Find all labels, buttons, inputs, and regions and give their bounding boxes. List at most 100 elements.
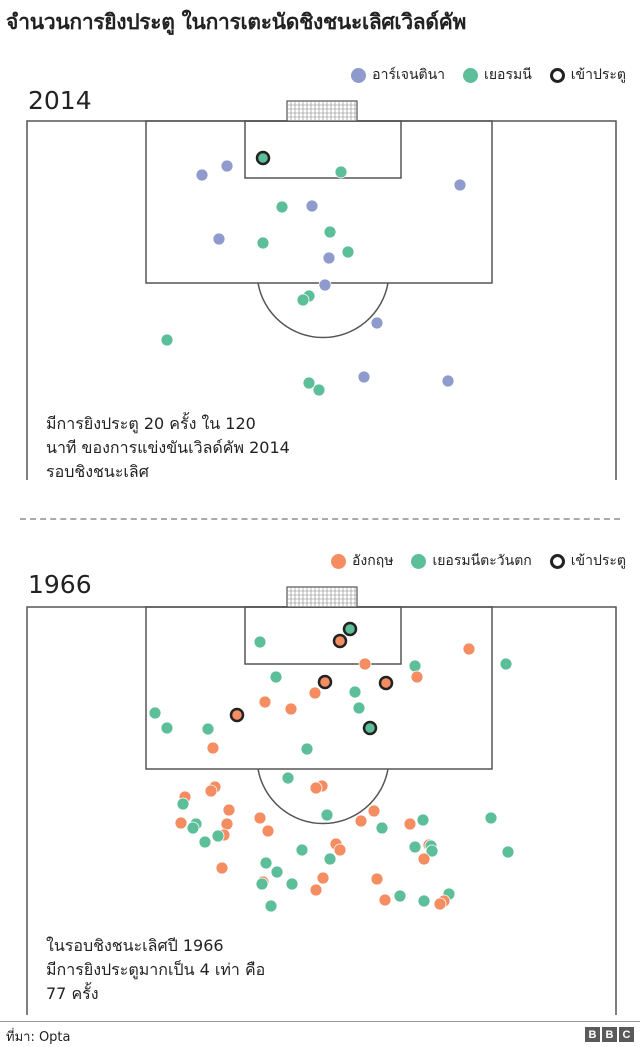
shot-point: [323, 852, 337, 866]
shot-point: [259, 856, 273, 870]
shot-point: [275, 200, 289, 214]
legend-label: เข้าประตู: [570, 67, 626, 83]
pitch-1966: [26, 586, 617, 1015]
shot-point: [206, 741, 220, 755]
goal-net: [286, 100, 358, 122]
shot-point: [334, 165, 348, 179]
goal-shot-point: [255, 150, 271, 166]
shot-point: [198, 835, 212, 849]
shot-point: [186, 821, 200, 835]
legend-label: อาร์เจนตินา: [372, 67, 446, 83]
penalty-arc: [257, 282, 389, 339]
shot-point: [285, 877, 299, 891]
shot-point: [253, 811, 267, 825]
goal-shot-point: [317, 674, 333, 690]
shot-point: [408, 659, 422, 673]
bbc-logo: B B C: [585, 1027, 634, 1042]
goal-shot-point: [342, 621, 358, 637]
shot-point: [433, 897, 447, 911]
legend-label: เยอรมนีตะวันตก: [432, 553, 532, 569]
shot-point: [256, 236, 270, 250]
legend-swatch: [549, 553, 565, 569]
shot-point: [358, 657, 372, 671]
shot-point: [270, 865, 284, 879]
penalty-box: [145, 606, 493, 770]
shot-point: [176, 797, 190, 811]
shot-point: [341, 245, 355, 259]
shot-point: [416, 813, 430, 827]
shot-point: [323, 225, 337, 239]
summary-note: มีการยิงประตู 20 ครั้ง ใน 120 นาที ของกา…: [46, 412, 290, 484]
legend-label: เยอรมนี: [484, 67, 532, 83]
chart-title: จำนวนการยิงประตู ในการเตะนัดชิงชนะเลิศเว…: [6, 10, 467, 34]
shot-point: [352, 701, 366, 715]
year-label: 2014: [28, 86, 92, 115]
shot-point: [222, 803, 236, 817]
pitch-2014: [26, 100, 617, 480]
shot-point: [403, 817, 417, 831]
legend-label: อังกฤษ: [352, 553, 394, 569]
shot-point: [316, 871, 330, 885]
six-yard-box: [244, 606, 402, 665]
goal-shot-point: [332, 633, 348, 649]
shot-point: [269, 670, 283, 684]
shot-point: [302, 376, 316, 390]
shot-point: [300, 742, 314, 756]
shot-point: [453, 178, 467, 192]
summary-note: ในรอบชิงชนะเลิศปี 1966 มีการยิงประตูมากเ…: [46, 934, 265, 1006]
shot-point: [348, 685, 362, 699]
shot-point: [367, 804, 381, 818]
note-line: รอบชิงชนะเลิศ: [46, 462, 149, 481]
shot-point: [318, 278, 332, 292]
legend-swatch: [411, 553, 427, 569]
shot-point: [148, 706, 162, 720]
note-line: นาที ของการแข่งขันเวิลด์คัพ 2014: [46, 438, 290, 457]
shot-point: [462, 642, 476, 656]
shot-point: [425, 844, 439, 858]
note-line: มีการยิงประตูมากเป็น 4 เท่า คือ: [46, 960, 266, 979]
bbc-logo-letter: C: [619, 1027, 634, 1042]
shot-point: [354, 814, 368, 828]
shot-point: [357, 370, 371, 384]
bbc-logo-letter: B: [585, 1027, 600, 1042]
shot-point: [261, 824, 275, 838]
shot-point: [305, 199, 319, 213]
shot-point: [375, 821, 389, 835]
legend-swatch: [463, 67, 479, 83]
divider: [20, 518, 620, 520]
legend-swatch: [351, 67, 367, 83]
shot-point: [295, 843, 309, 857]
shot-point: [501, 845, 515, 859]
shot-point: [417, 852, 431, 866]
shot-point: [441, 374, 455, 388]
source-note: ที่มา: Opta: [6, 1030, 71, 1045]
penalty-arc: [257, 768, 389, 825]
shot-point: [220, 159, 234, 173]
panel-1966: อังกฤษ เยอรมนีตะวันตก เข้าประตู 1966 ในร…: [26, 550, 626, 1015]
shot-point: [211, 829, 225, 843]
shot-point: [212, 232, 226, 246]
goal-net: [286, 586, 358, 608]
shot-point: [284, 702, 298, 716]
legend-label: เข้าประตู: [570, 553, 626, 569]
shot-point: [320, 808, 334, 822]
shot-point: [322, 251, 336, 265]
goal-shot-point: [362, 720, 378, 736]
shot-point: [417, 894, 431, 908]
shot-point: [160, 721, 174, 735]
legend-swatch: [549, 67, 565, 83]
shot-point: [160, 333, 174, 347]
shot-point: [484, 811, 498, 825]
shot-point: [333, 843, 347, 857]
shot-point: [253, 635, 267, 649]
shot-point: [255, 877, 269, 891]
legend-item-germany: เยอรมนี: [463, 64, 532, 86]
panel-2014: อาร์เจนตินา เยอรมนี เข้าประตู 2014 มีการ…: [0, 0, 640, 510]
shot-point: [264, 899, 278, 913]
shot-point: [499, 657, 513, 671]
legend-item-goal: เข้าประตู: [549, 64, 626, 86]
legend-item-england: อังกฤษ: [331, 550, 393, 572]
year-label: 1966: [28, 570, 92, 599]
legend-2014: อาร์เจนตินา เยอรมนี เข้าประตู: [351, 64, 626, 86]
shot-point: [258, 695, 272, 709]
